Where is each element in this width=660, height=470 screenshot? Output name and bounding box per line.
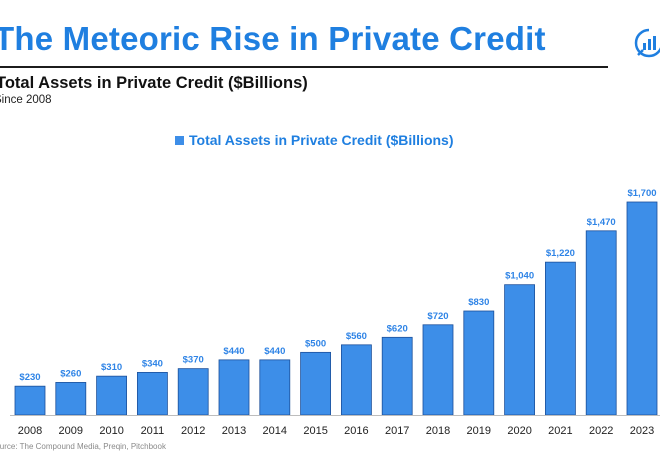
page-title: The Meteoric Rise in Private Credit xyxy=(0,20,546,57)
data-label-2019: $830 xyxy=(468,297,489,308)
data-label-2010: $310 xyxy=(101,362,122,373)
data-label-2021: $1,220 xyxy=(546,248,575,259)
x-tick-2021: 2021 xyxy=(548,425,572,437)
data-label-2023: $1,700 xyxy=(627,188,656,199)
data-label-2008: $230 xyxy=(19,372,40,383)
x-tick-2022: 2022 xyxy=(589,425,613,437)
data-label-2014: $440 xyxy=(264,346,285,357)
data-label-2018: $720 xyxy=(427,311,448,322)
data-label-2017: $620 xyxy=(387,323,408,334)
bar-2015 xyxy=(300,351,332,416)
data-label-2012: $370 xyxy=(183,355,204,366)
x-tick-2018: 2018 xyxy=(426,425,450,437)
since-label: Since 2008 xyxy=(0,94,52,106)
bar-2020 xyxy=(504,284,536,416)
title-divider xyxy=(0,66,608,68)
chart-subtitle: Total Assets in Private Credit ($Billion… xyxy=(0,74,308,92)
data-label-2011: $340 xyxy=(142,358,163,369)
x-tick-2015: 2015 xyxy=(303,425,327,437)
x-tick-2019: 2019 xyxy=(467,425,491,437)
x-tick-2010: 2010 xyxy=(99,425,123,437)
bar-2016 xyxy=(340,344,372,416)
x-tick-2008: 2008 xyxy=(18,425,42,437)
data-label-2009: $260 xyxy=(60,368,81,379)
x-tick-2009: 2009 xyxy=(59,425,83,437)
bar-2014 xyxy=(259,359,291,416)
x-tick-2020: 2020 xyxy=(507,425,531,437)
bar-2012 xyxy=(177,368,209,416)
bar-2008 xyxy=(14,385,46,416)
source-note: Source: The Compound Media, Preqin, Pitc… xyxy=(0,442,166,451)
bar-2018 xyxy=(422,324,454,416)
data-label-2013: $440 xyxy=(223,346,244,357)
bar-2022 xyxy=(585,230,617,416)
data-label-2020: $1,040 xyxy=(505,271,534,282)
bar-2023 xyxy=(626,201,658,416)
legend-swatch xyxy=(175,135,184,145)
x-tick-2017: 2017 xyxy=(385,425,409,437)
bar-2021 xyxy=(545,261,576,416)
x-tick-2014: 2014 xyxy=(263,425,287,437)
x-tick-2016: 2016 xyxy=(344,425,368,437)
data-label-2015: $500 xyxy=(305,338,326,349)
x-tick-2012: 2012 xyxy=(181,425,205,437)
bar-2010 xyxy=(96,375,127,416)
bar-2017 xyxy=(381,336,413,416)
bar-chart-logo-icon xyxy=(634,28,660,58)
bar-2013 xyxy=(218,359,250,416)
data-label-2022: $1,470 xyxy=(587,217,616,228)
bar-2019 xyxy=(463,310,495,416)
bar-chart: $230 2008 $260 2009 $310 2010 $340 2011 $370 2012… xyxy=(10,188,660,437)
bar-2009 xyxy=(55,382,87,416)
x-tick-2011: 2011 xyxy=(141,425,165,437)
data-label-2016: $560 xyxy=(346,331,367,342)
x-tick-2023: 2023 xyxy=(630,425,654,437)
bar-2011 xyxy=(136,371,168,416)
legend-label: Total Assets in Private Credit ($Billion… xyxy=(189,132,454,148)
x-tick-2013: 2013 xyxy=(222,425,246,437)
chart-legend: Total Assets in Private Credit ($Billion… xyxy=(175,132,454,148)
